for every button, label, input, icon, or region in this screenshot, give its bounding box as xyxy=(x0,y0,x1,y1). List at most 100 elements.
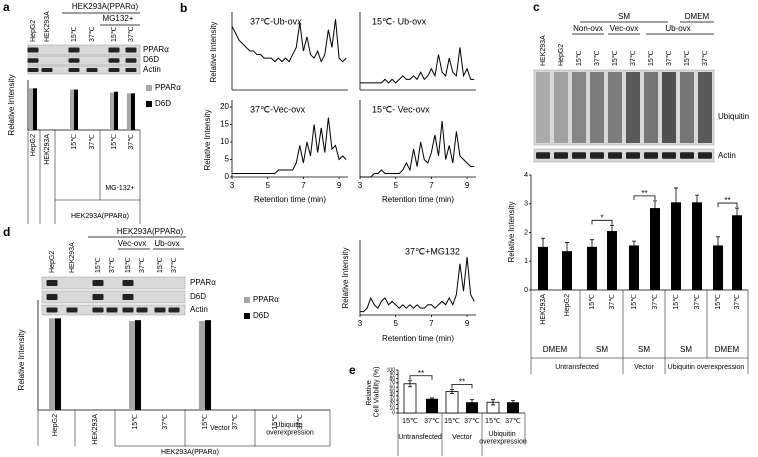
error-bar xyxy=(408,380,412,388)
panel-letter: a xyxy=(3,0,10,14)
bar xyxy=(650,208,660,290)
legend-label: D6D xyxy=(253,311,269,320)
blot-band xyxy=(122,280,134,286)
footer-label: HEK293A(PPARα) xyxy=(161,449,219,456)
lane-label: 15℃ xyxy=(125,257,132,273)
medium-label: SM xyxy=(596,345,608,354)
blot-smear xyxy=(572,72,586,143)
x-tick-label: HEK293A xyxy=(540,294,547,325)
lane-label: 37℃ xyxy=(139,257,146,273)
error-bar xyxy=(610,224,614,238)
y-tick-label: 90 xyxy=(389,372,395,378)
y-tick-label: 5 xyxy=(225,155,230,164)
bar xyxy=(607,231,617,290)
blot-band xyxy=(41,68,53,72)
significance-bracket xyxy=(451,383,473,389)
x-tick-label: 3 xyxy=(358,181,363,190)
blot-band xyxy=(68,58,80,63)
significance-label: * xyxy=(600,213,603,222)
lane-label: 37℃ xyxy=(171,257,178,273)
blot-smear xyxy=(536,72,550,143)
bar xyxy=(426,398,438,413)
x-tick-label: 5 xyxy=(265,181,270,190)
lane-label: 15℃ xyxy=(648,50,655,66)
significance-label: ** xyxy=(418,369,424,378)
blot-band xyxy=(554,152,568,159)
blot-band xyxy=(698,152,712,159)
y-axis-label: Relative Cell Viability (%) xyxy=(366,367,381,418)
text-line: overexpression xyxy=(266,429,314,436)
y-tick-label: 0 xyxy=(225,172,230,181)
blot-band xyxy=(92,294,104,300)
y-axis-label: Relative Intensity xyxy=(341,248,350,309)
legend-label: PPARα xyxy=(253,295,279,304)
bar xyxy=(29,88,33,130)
lane-label: HEK293A xyxy=(44,11,51,42)
bar xyxy=(466,402,478,413)
x-tick-label: 15℃ xyxy=(444,418,460,425)
blot-band xyxy=(27,68,39,72)
blot-band xyxy=(46,307,58,313)
chromatogram-line xyxy=(231,19,347,63)
group-label: Untransfected xyxy=(398,434,442,441)
x-axis-label: Retention time (min) xyxy=(254,195,326,204)
legend-label: PPARα xyxy=(155,83,181,92)
plot-title: 15℃- Vec-ovx xyxy=(372,104,430,114)
subgroup-label: Non-ovx xyxy=(573,24,603,33)
chromatogram-line xyxy=(360,120,475,178)
bar xyxy=(587,246,597,290)
bar xyxy=(692,202,702,290)
significance-bracket xyxy=(409,375,433,380)
text-line: Cell Viability (%) xyxy=(373,367,380,418)
x-tick-label: 3 xyxy=(358,319,363,328)
y-tick-label: 2 xyxy=(524,229,528,236)
blot-smear xyxy=(644,72,658,143)
bar xyxy=(445,391,459,414)
bar xyxy=(135,320,141,410)
chromatogram-line xyxy=(360,47,475,84)
error-bar xyxy=(430,397,434,401)
blot-label: D6D xyxy=(190,292,206,301)
x-tick-label: 15℃ xyxy=(202,414,209,430)
x-tick-label: 37℃ xyxy=(464,418,480,425)
x-tick-label: 9 xyxy=(465,319,470,328)
group-label: Vector xyxy=(452,434,473,441)
x-tick-label: 7 xyxy=(429,319,434,328)
blot-band xyxy=(27,58,39,63)
y-tick-label: 40 xyxy=(389,393,395,399)
x-axis-label: Retention time (min) xyxy=(382,195,454,204)
blot-band xyxy=(572,152,586,159)
blot xyxy=(27,44,141,56)
bar xyxy=(562,251,572,290)
bar xyxy=(629,245,639,290)
blot-smear xyxy=(590,72,604,143)
blot-band xyxy=(125,68,137,72)
blot xyxy=(41,290,186,304)
x-tick-label: 37℃ xyxy=(424,418,440,425)
group-label: Vector xyxy=(210,425,231,432)
bar xyxy=(33,88,37,130)
medium-label: DMEM xyxy=(543,345,568,354)
group-label: Vector xyxy=(634,364,655,371)
bar xyxy=(671,202,681,290)
x-axis-label: Retention time (min) xyxy=(382,334,454,343)
legend-label: D6D xyxy=(155,99,171,108)
chromatogram-line xyxy=(360,256,475,313)
text-line: Ubiquitin xyxy=(275,422,304,429)
header: HEK293A(PPARα) xyxy=(117,227,184,236)
significance-bracket xyxy=(591,219,613,225)
error-bar xyxy=(565,242,569,261)
blot xyxy=(27,55,141,66)
blot-band xyxy=(644,152,658,159)
x-tick-label: 15℃ xyxy=(111,134,118,150)
lane-label: HepG2 xyxy=(558,44,565,66)
blot-band xyxy=(122,294,134,300)
bar xyxy=(49,318,55,410)
x-tick-label: 15℃ xyxy=(631,294,638,310)
y-axis-label: Relative Intensity xyxy=(7,75,16,136)
subgroup-label: Vec-ovx xyxy=(610,24,638,33)
error-bar xyxy=(511,400,515,405)
x-tick-label: 37℃ xyxy=(162,414,169,430)
lane-label: 15℃ xyxy=(95,257,102,273)
x-tick-label: 5 xyxy=(393,319,398,328)
